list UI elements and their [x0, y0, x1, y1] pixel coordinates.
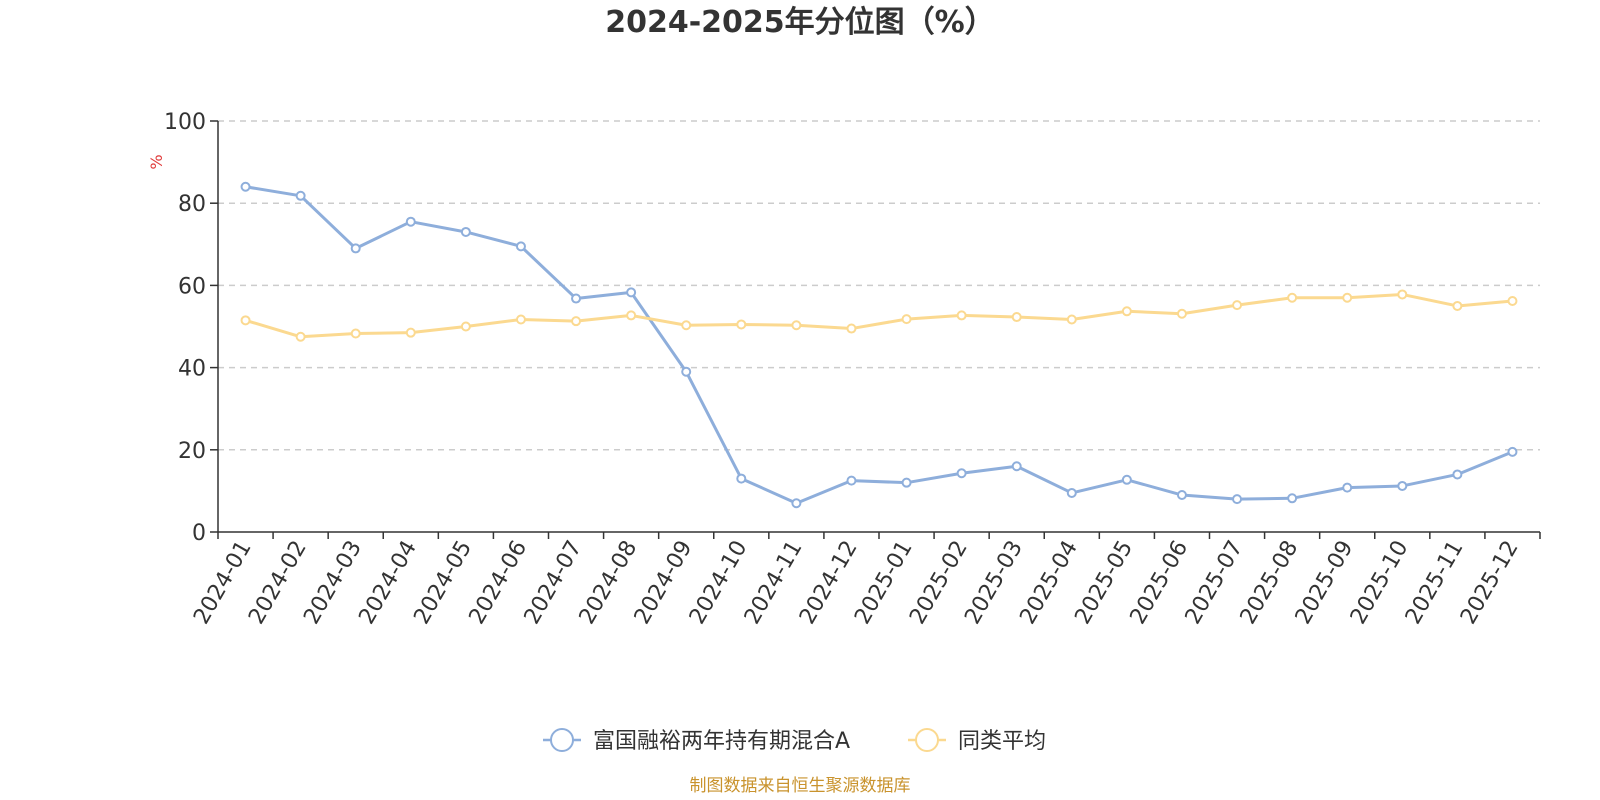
data-point[interactable] — [240, 181, 251, 192]
legend-label: 富国融裕两年持有期混合A — [593, 729, 850, 754]
data-point[interactable] — [956, 310, 967, 321]
data-point[interactable] — [515, 314, 526, 325]
series-line — [245, 292, 1513, 339]
data-point[interactable] — [901, 314, 912, 325]
legend-label: 同类平均 — [958, 729, 1046, 754]
data-point[interactable] — [1176, 490, 1187, 501]
data-point[interactable] — [350, 243, 361, 254]
data-point[interactable] — [1066, 314, 1077, 325]
data-point[interactable] — [1011, 312, 1022, 323]
data-point[interactable] — [1176, 308, 1187, 319]
data-point[interactable] — [736, 473, 747, 484]
data-point[interactable] — [846, 323, 857, 334]
legend-item[interactable]: 同类平均 — [908, 728, 1046, 754]
data-point[interactable] — [626, 287, 637, 298]
series-2 — [240, 289, 1518, 342]
data-point[interactable] — [1452, 300, 1463, 311]
x-axis-ticks: 2024-012024-022024-032024-042024-052024-… — [189, 532, 1541, 629]
data-point[interactable] — [1507, 296, 1518, 307]
data-point[interactable] — [1121, 474, 1132, 485]
data-point[interactable] — [460, 321, 471, 332]
data-point[interactable] — [846, 475, 857, 486]
data-point[interactable] — [1066, 487, 1077, 498]
data-point[interactable] — [956, 468, 967, 479]
data-point[interactable] — [1232, 494, 1243, 505]
data-point[interactable] — [240, 315, 251, 326]
series-line — [245, 185, 1514, 505]
data-point[interactable] — [1507, 446, 1518, 457]
data-point[interactable] — [681, 366, 692, 377]
data-source-note: 制图数据来自恒生聚源数据库 — [690, 776, 911, 796]
data-point[interactable] — [1397, 289, 1408, 300]
data-point[interactable] — [350, 328, 361, 339]
y-axis-unit-label: % — [147, 154, 166, 169]
data-point[interactable] — [571, 293, 582, 304]
legend: 富国融裕两年持有期混合A 同类平均 — [543, 728, 1046, 754]
legend-marker-icon — [550, 728, 574, 752]
data-point[interactable] — [295, 331, 306, 342]
data-point[interactable] — [295, 190, 306, 201]
legend-item[interactable]: 富国融裕两年持有期混合A — [543, 728, 850, 754]
data-point[interactable] — [681, 320, 692, 331]
axes — [217, 121, 1540, 533]
data-point[interactable] — [901, 477, 912, 488]
data-point[interactable] — [1011, 461, 1022, 472]
data-point[interactable] — [1287, 292, 1298, 303]
data-point[interactable] — [1121, 306, 1132, 317]
data-point[interactable] — [1397, 480, 1408, 491]
data-point[interactable] — [460, 226, 471, 237]
y-tick-label: 80 — [178, 192, 206, 217]
y-tick-label: 60 — [178, 274, 206, 299]
series-1 — [240, 181, 1518, 509]
data-point[interactable] — [1452, 469, 1463, 480]
y-tick-label: 40 — [178, 357, 206, 382]
y-tick-label: 100 — [164, 110, 206, 135]
y-tick-label: 20 — [178, 439, 206, 464]
data-point[interactable] — [791, 320, 802, 331]
data-point[interactable] — [626, 310, 637, 321]
y-tick-label: 0 — [192, 521, 206, 546]
data-point[interactable] — [1287, 493, 1298, 504]
data-point[interactable] — [405, 216, 416, 227]
chart-title: 2024-2025年分位图（%） — [605, 5, 995, 40]
data-point[interactable] — [1342, 292, 1353, 303]
gridlines — [218, 120, 1540, 451]
data-point[interactable] — [736, 319, 747, 330]
data-point[interactable] — [791, 498, 802, 509]
data-point[interactable] — [571, 316, 582, 327]
y-axis-ticks: 0 20 40 60 80 100 — [164, 110, 218, 546]
data-point[interactable] — [1232, 300, 1243, 311]
legend-marker-icon — [915, 728, 939, 752]
data-point[interactable] — [1342, 482, 1353, 493]
data-point[interactable] — [405, 327, 416, 338]
series-layer — [240, 181, 1518, 509]
data-point[interactable] — [515, 241, 526, 252]
